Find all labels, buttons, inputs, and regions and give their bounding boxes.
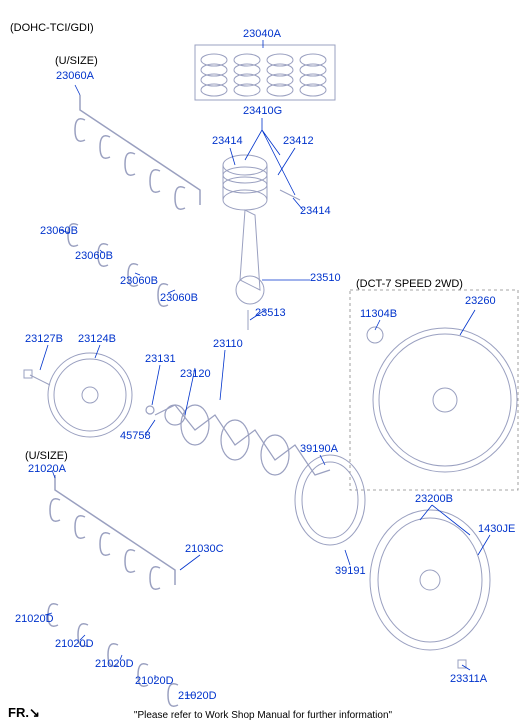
part-23110[interactable]: 23110	[213, 338, 243, 350]
usize-bottom: (U/SIZE)	[25, 450, 68, 462]
dct-note: (DCT-7 SPEED 2WD)	[356, 278, 463, 290]
part-23131[interactable]: 23131	[145, 353, 176, 365]
part-1430JE[interactable]: 1430JE	[478, 523, 515, 535]
part-21020D-5[interactable]: 21020D	[178, 690, 217, 702]
part-45758[interactable]: 45758	[120, 430, 151, 442]
part-23513[interactable]: 23513	[255, 307, 286, 319]
part-23311A[interactable]: 23311A	[450, 673, 487, 685]
part-23124B[interactable]: 23124B	[78, 333, 116, 345]
part-21020D-3[interactable]: 21020D	[95, 658, 134, 670]
part-21020A[interactable]: 21020A	[28, 463, 66, 475]
part-39190A[interactable]: 39190A	[300, 443, 338, 455]
part-23510[interactable]: 23510	[310, 272, 341, 284]
part-21020D-4[interactable]: 21020D	[135, 675, 174, 687]
part-21020D-1[interactable]: 21020D	[15, 613, 54, 625]
part-21030C[interactable]: 21030C	[185, 543, 224, 555]
part-23060B-2[interactable]: 23060B	[75, 250, 113, 262]
part-23414-r[interactable]: 23414	[300, 205, 331, 217]
part-23060B-4[interactable]: 23060B	[160, 292, 198, 304]
part-23412[interactable]: 23412	[283, 135, 314, 147]
part-23120[interactable]: 23120	[180, 368, 211, 380]
part-23060A[interactable]: 23060A	[56, 70, 94, 82]
part-23410G[interactable]: 23410G	[243, 105, 282, 117]
part-23060B-3[interactable]: 23060B	[120, 275, 158, 287]
usize-top: (U/SIZE)	[55, 55, 98, 67]
part-23414-l[interactable]: 23414	[212, 135, 243, 147]
header-note: (DOHC-TCI/GDI)	[10, 22, 94, 34]
part-23040A[interactable]: 23040A	[243, 28, 281, 40]
part-21020D-2[interactable]: 21020D	[55, 638, 94, 650]
part-23260[interactable]: 23260	[465, 295, 496, 307]
part-23200B[interactable]: 23200B	[415, 493, 453, 505]
part-23060B-1[interactable]: 23060B	[40, 225, 78, 237]
footer-text: "Please refer to Work Shop Manual for fu…	[0, 710, 526, 721]
part-39191[interactable]: 39191	[335, 565, 366, 577]
part-11304B[interactable]: 11304B	[360, 308, 397, 320]
part-23127B[interactable]: 23127B	[25, 333, 63, 345]
